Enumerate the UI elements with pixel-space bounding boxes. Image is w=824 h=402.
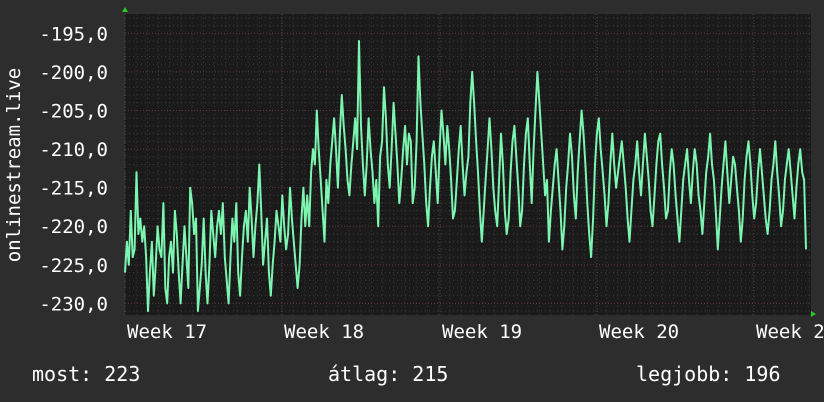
y-tick-label: -220,0: [39, 216, 108, 238]
x-axis-arrow: [811, 311, 816, 317]
best-value: legjobb: 196: [636, 362, 781, 386]
y-tick-label: -230,0: [39, 293, 108, 315]
y-tick-label: -210,0: [39, 139, 108, 161]
series-line: [124, 40, 807, 313]
average-value: átlag: 215: [328, 362, 449, 386]
y-tick-label: -225,0: [39, 255, 108, 277]
x-tick-labels: Week 17 Week 18 Week 19 Week 20 Week 2: [127, 321, 824, 343]
x-tick-label: Week 2: [756, 321, 824, 343]
y-tick-labels: -195,0 -200,0 -205,0 -210,0 -215,0 -220,0 -225…: [39, 23, 108, 315]
y-axis-arrow: [122, 7, 128, 12]
x-tick-label: Week 17: [127, 321, 207, 343]
x-tick-label: Week 20: [599, 321, 679, 343]
y-axis-label: onlinestream.live: [3, 68, 25, 262]
x-tick-label: Week 18: [284, 321, 364, 343]
y-tick-label: -195,0: [39, 23, 108, 45]
current-value: most: 223: [32, 362, 141, 386]
y-tick-label: -200,0: [39, 62, 108, 84]
x-tick-label: Week 19: [442, 321, 522, 343]
y-tick-label: -215,0: [39, 178, 108, 200]
y-tick-label: -205,0: [39, 100, 108, 122]
